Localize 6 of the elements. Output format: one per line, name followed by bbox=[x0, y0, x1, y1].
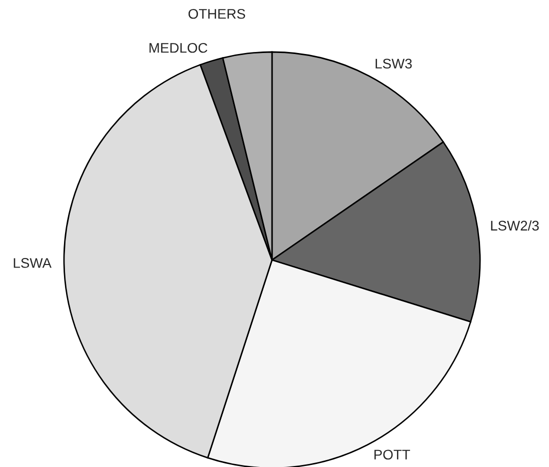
slice-label: MEDLOC bbox=[150, 42, 208, 53]
slice-label: POTT bbox=[374, 450, 410, 460]
slice-label: OTHERS bbox=[188, 8, 246, 19]
slice-label: LSWA bbox=[14, 258, 52, 268]
slice-label: LSW2/3 bbox=[491, 220, 539, 231]
slice-label: LSW3 bbox=[376, 58, 412, 69]
